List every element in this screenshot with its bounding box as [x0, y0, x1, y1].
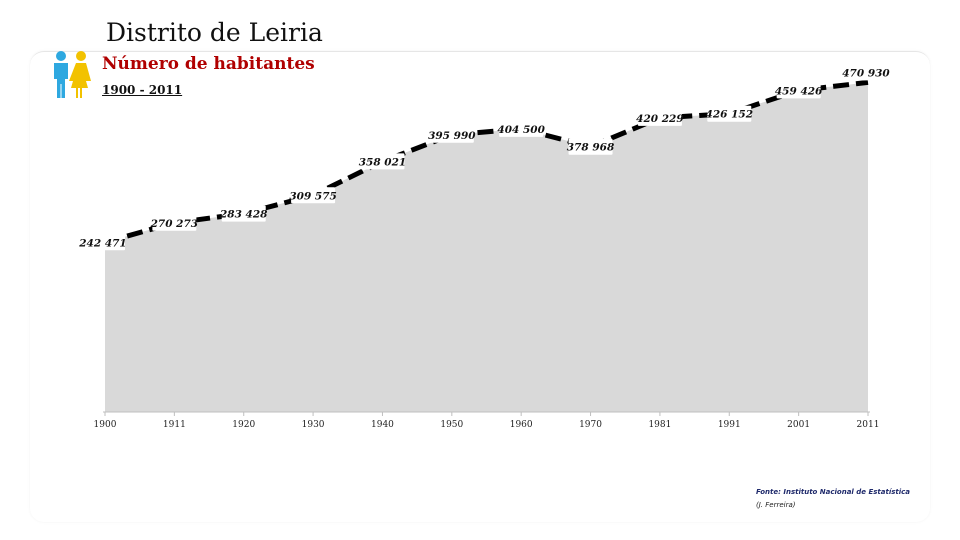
- x-tick-label: 1981: [648, 420, 671, 430]
- data-label: 395 990: [428, 130, 476, 142]
- data-label: 420 229: [636, 113, 684, 125]
- x-tick-label: 1991: [718, 420, 741, 430]
- data-label: 358 021: [359, 156, 407, 168]
- data-label: 470 930: [842, 67, 890, 79]
- data-label: 378 968: [567, 142, 615, 154]
- x-tick-label: 1960: [510, 420, 533, 430]
- data-label-bg: [221, 205, 266, 222]
- period-range: 1900 - 2011: [102, 83, 183, 97]
- people-icon: [54, 51, 91, 98]
- data-label-bg: [81, 234, 125, 251]
- data-label-bg: [568, 138, 613, 155]
- data-label: 459 426: [775, 85, 823, 97]
- source-note: Fonte: Instituto Nacional de Estatística: [756, 488, 911, 496]
- data-label-bg: [844, 64, 888, 81]
- x-tick-label: 2011: [857, 420, 880, 430]
- author-note: (J. Ferreira): [756, 501, 796, 509]
- data-label-bg: [360, 153, 405, 170]
- data-label: 404 500: [497, 124, 545, 136]
- x-tick-label: 1930: [302, 420, 325, 430]
- data-label: 309 575: [289, 190, 337, 202]
- data-label-bg: [637, 109, 682, 126]
- data-label: 283 428: [219, 209, 268, 221]
- data-label-bg: [776, 82, 821, 99]
- x-tick-label: 1920: [232, 420, 255, 430]
- data-label-bg: [291, 187, 336, 204]
- chart-subtitle: Número de habitantes: [102, 54, 315, 74]
- x-tick-label: 1911: [163, 420, 186, 430]
- x-tick-label: 1950: [440, 420, 463, 430]
- chart-frame: [30, 51, 930, 522]
- data-label: 242 471: [78, 237, 127, 249]
- data-label-bg: [707, 105, 752, 122]
- x-tick-label: 1970: [579, 420, 602, 430]
- data-label: 270 273: [150, 218, 199, 230]
- x-tick-label: 2001: [787, 420, 810, 430]
- x-tick-label: 1940: [371, 420, 394, 430]
- data-label-bg: [152, 214, 197, 231]
- data-label: 426 152: [706, 109, 754, 121]
- x-tick-label: 1900: [94, 420, 117, 430]
- area-fill: [105, 82, 868, 412]
- data-label-bg: [429, 126, 474, 143]
- page-title: Distrito de Leiria: [106, 18, 323, 47]
- data-label-bg: [499, 120, 544, 137]
